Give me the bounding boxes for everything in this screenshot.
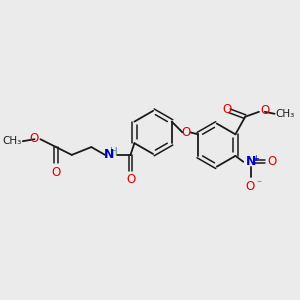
Text: N: N bbox=[104, 148, 114, 161]
Text: O: O bbox=[222, 103, 231, 116]
Text: ⁻: ⁻ bbox=[256, 179, 261, 189]
Text: O: O bbox=[182, 126, 191, 139]
Text: N: N bbox=[246, 155, 256, 168]
Text: O: O bbox=[245, 180, 255, 194]
Text: O: O bbox=[29, 132, 38, 145]
Text: CH₃: CH₃ bbox=[3, 136, 22, 146]
Text: O: O bbox=[126, 173, 135, 187]
Text: CH₃: CH₃ bbox=[276, 109, 295, 119]
Text: O: O bbox=[268, 155, 277, 168]
Text: O: O bbox=[260, 104, 269, 117]
Text: +: + bbox=[253, 154, 260, 163]
Text: H: H bbox=[110, 147, 118, 157]
Text: O: O bbox=[52, 166, 61, 179]
